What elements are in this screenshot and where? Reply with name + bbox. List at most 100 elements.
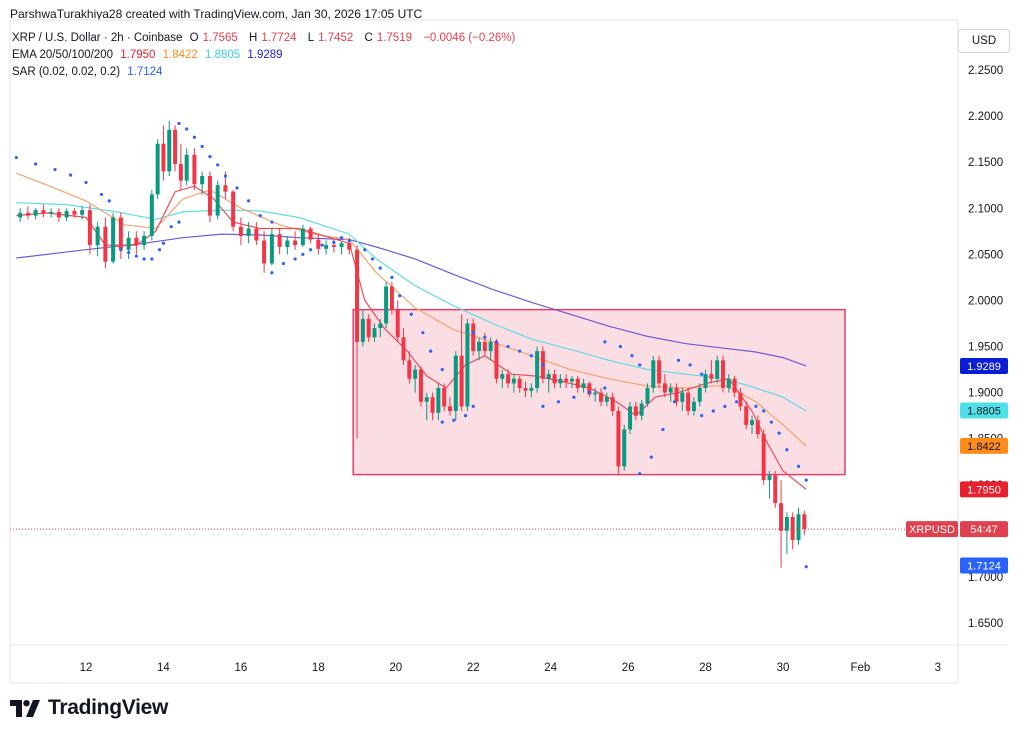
tradingview-logo-icon [10, 699, 40, 717]
candle-body [173, 129, 178, 165]
sar-dot [603, 340, 607, 344]
sar-dot [119, 248, 123, 252]
ema-line [16, 233, 807, 367]
candle-body [49, 211, 54, 214]
sar-dot [603, 386, 607, 390]
sar-dot [630, 354, 634, 358]
sar-dot [161, 241, 166, 245]
axis-price-tag [960, 402, 1008, 419]
sar-dot [134, 254, 138, 258]
candle-body [64, 211, 69, 218]
candle-body [790, 517, 795, 541]
candle-body [523, 387, 528, 391]
candle-body [744, 406, 749, 425]
candle-body [546, 374, 551, 379]
y-tick-label: 2.2500 [968, 65, 1003, 77]
sar-dot [463, 414, 468, 418]
sar-dot [142, 257, 146, 261]
sar-dot [370, 257, 375, 261]
x-tick-label: Feb [851, 662, 871, 674]
sar-dot [777, 431, 781, 435]
candle-body [738, 392, 743, 407]
candle-body [494, 341, 499, 379]
candle-body [616, 411, 621, 467]
x-tick-label: 3 [935, 662, 941, 674]
axis-price-tag-text: 1.7950 [967, 484, 1001, 496]
candle-body [639, 403, 644, 416]
sar-label: SAR (0.02, 0.02, 0.2) [12, 66, 121, 78]
candle-body [773, 475, 778, 504]
sar-dot [53, 167, 57, 172]
candle-body [558, 378, 563, 384]
candle-body [668, 387, 673, 393]
candle-body [254, 228, 259, 241]
candle-body [459, 355, 464, 407]
sar-dot [471, 404, 475, 409]
candle-body [471, 323, 476, 352]
candle-body [761, 434, 766, 481]
candle-body [231, 191, 236, 227]
sar-dot [661, 427, 665, 432]
sar-dot [672, 400, 677, 404]
candle-body [184, 154, 189, 181]
candle-body [407, 360, 412, 379]
sar-dot [150, 257, 154, 261]
candle-body [581, 383, 586, 388]
candle-body [575, 378, 580, 388]
ohlc-high: H 1.7724 [249, 32, 297, 44]
ema200-value: 1.9289 [247, 49, 283, 61]
sar-dot [126, 250, 131, 255]
sar-dot [618, 344, 622, 349]
x-tick-label: 30 [777, 662, 790, 674]
sar-dot [347, 238, 351, 243]
sar-dot [494, 340, 499, 344]
y-tick-label: 2.1500 [968, 157, 1003, 169]
candle-body [651, 360, 656, 388]
x-tick-label: 26 [622, 662, 635, 674]
sar-dot [281, 261, 286, 266]
sar-dot [769, 420, 773, 424]
sar-dot [390, 275, 394, 279]
sar-dot [638, 472, 642, 476]
candle-body [662, 383, 667, 393]
sar-dot [804, 478, 808, 482]
sar-dot [247, 199, 251, 203]
candle-body [134, 237, 139, 246]
y-tick-label: 2.1000 [968, 203, 1003, 215]
sar-dot [99, 192, 104, 197]
tradingview-wordmark: TradingView [48, 696, 169, 719]
symbol-legend: XRP / U.S. Dollar · 2h · Coinbase O 1.756… [12, 32, 519, 44]
sar-dot [320, 243, 324, 247]
x-tick-label: 28 [699, 662, 712, 674]
sar-dot [700, 372, 704, 376]
sar-dot [192, 135, 197, 139]
candle-body [155, 143, 160, 195]
ticker-symbol-tag [906, 521, 958, 538]
ohlc-low: L 1.7452 [307, 32, 354, 44]
sar-dot [785, 448, 789, 452]
candle-body [95, 226, 100, 246]
candle-body [324, 245, 329, 249]
candle-body [215, 185, 220, 216]
symbol-name: XRP / U.S. Dollar · 2h · Coinbase [12, 32, 183, 44]
sar-dot [332, 240, 336, 244]
sar-dot [301, 252, 305, 256]
sar-dot [409, 312, 413, 316]
candle-body [331, 245, 336, 247]
candle-body [33, 210, 38, 216]
candle-body [316, 239, 321, 249]
candle-body [720, 360, 725, 388]
sar-dot [638, 363, 642, 367]
sar-dot [452, 418, 456, 422]
candle-body [56, 211, 61, 218]
candle-body [293, 240, 298, 246]
sar-dot [185, 127, 189, 131]
candle-body [500, 374, 505, 379]
candle-body [87, 210, 92, 246]
ohlc-close: C 1.7519 [364, 32, 413, 44]
sar-dot [398, 294, 402, 298]
countdown-tag [960, 521, 1008, 538]
chart-attribution: ParshwaTurakhiya28 created with TradingV… [10, 7, 423, 21]
candle-body [784, 517, 789, 531]
